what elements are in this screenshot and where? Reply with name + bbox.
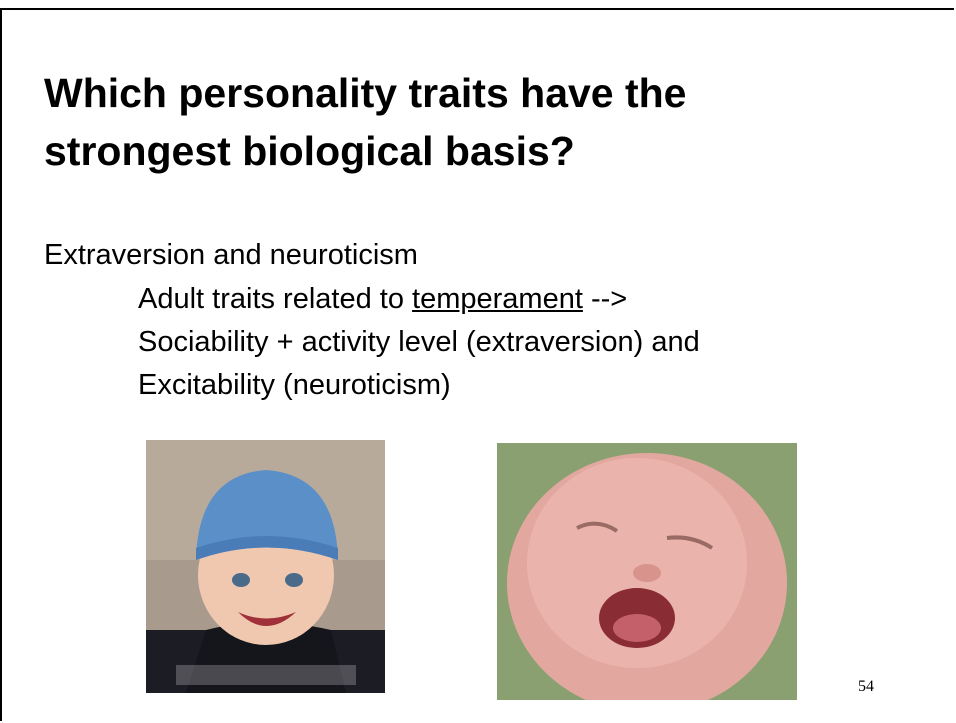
body-line: Sociability + activity level (extraversi…	[138, 325, 700, 359]
photo-smiling-baby	[146, 440, 385, 693]
slide-title: Which personality traits have the strong…	[44, 64, 687, 180]
page-number: 54	[858, 678, 874, 696]
body-line: Adult traits related to temperament -->	[138, 282, 627, 316]
body-heading: Extraversion and neuroticism	[44, 238, 418, 272]
text: -->	[591, 283, 627, 315]
body-line: Excitability (neuroticism)	[138, 368, 451, 402]
photo-crying-baby	[497, 443, 797, 700]
slide: Which personality traits have the strong…	[0, 0, 956, 723]
underlined-term: temperament	[412, 283, 583, 315]
title-line: strongest biological basis?	[44, 122, 687, 180]
text: Adult traits related to	[138, 283, 404, 315]
title-line: Which personality traits have the	[44, 64, 687, 122]
